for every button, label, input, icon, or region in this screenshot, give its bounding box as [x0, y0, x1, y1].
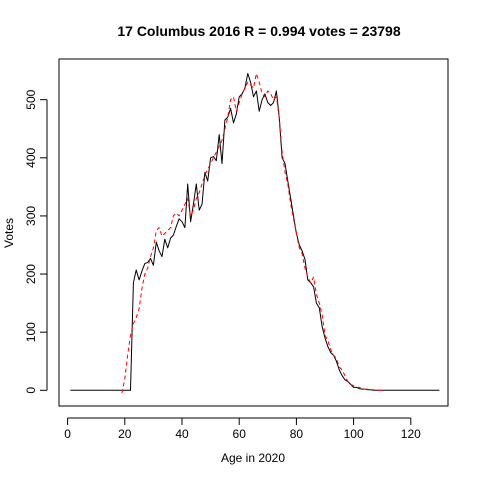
plot-frame	[58, 58, 449, 407]
x-tick-label: 120	[401, 427, 421, 441]
x-tick-label: 20	[118, 427, 132, 441]
x-tick-label: 60	[233, 427, 247, 441]
chart-title: 17 Columbus 2016 R = 0.994 votes = 23798	[117, 23, 400, 39]
x-tick-label: 80	[290, 427, 304, 441]
x-tick-label: 40	[175, 427, 189, 441]
y-tick-label: 200	[24, 264, 38, 284]
x-axis: 0 20 40 60 80 100 120	[64, 417, 421, 441]
dashed-series-line	[121, 73, 383, 394]
y-axis: 0 100 200 300 400 500	[24, 89, 48, 394]
x-tick-label: 100	[344, 427, 364, 441]
y-tick-label: 400	[24, 147, 38, 167]
series-layer	[70, 73, 440, 394]
y-tick-label: 300	[24, 206, 38, 226]
x-axis-label: Age in 2020	[221, 451, 285, 465]
y-tick-label: 0	[24, 387, 38, 394]
y-tick-label: 100	[24, 322, 38, 342]
y-tick-label: 500	[24, 89, 38, 109]
y-axis-label: Votes	[2, 218, 16, 248]
x-tick-label: 0	[64, 427, 71, 441]
